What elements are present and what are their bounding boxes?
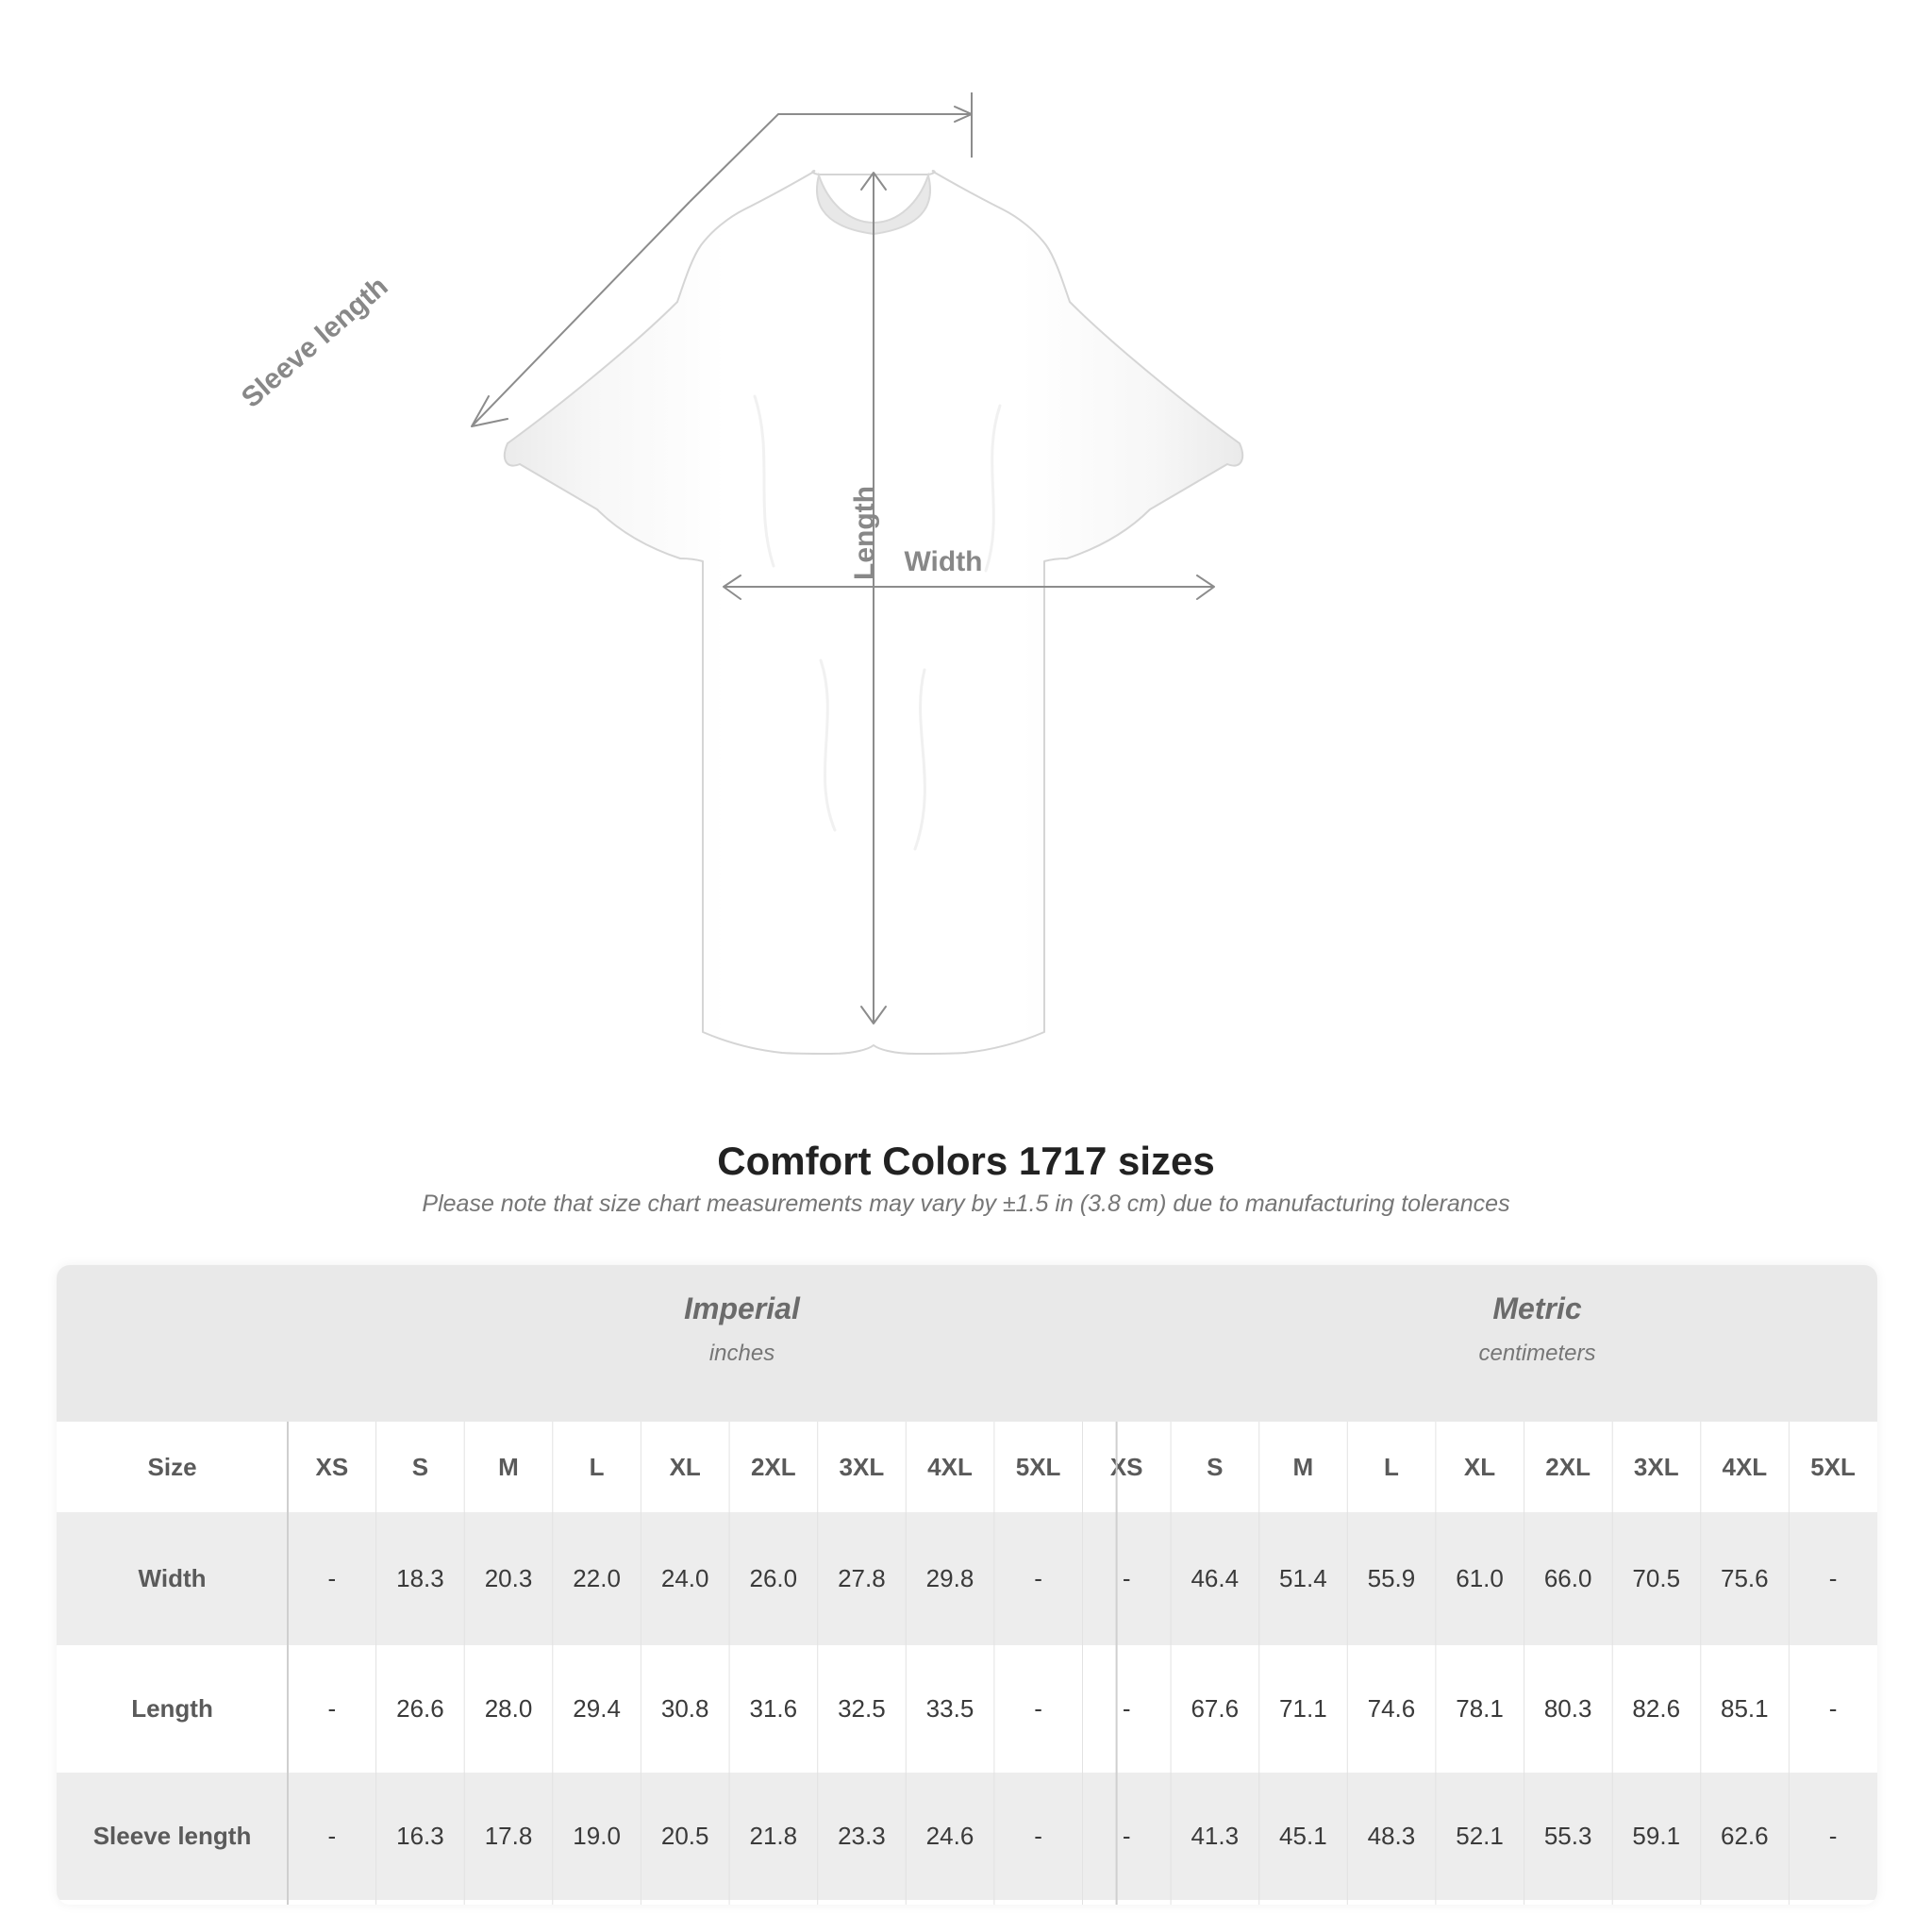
svg-text:Sleeve length: Sleeve length [236, 271, 394, 414]
svg-text:Width: Width [904, 546, 982, 577]
svg-text:Length: Length [849, 486, 880, 580]
